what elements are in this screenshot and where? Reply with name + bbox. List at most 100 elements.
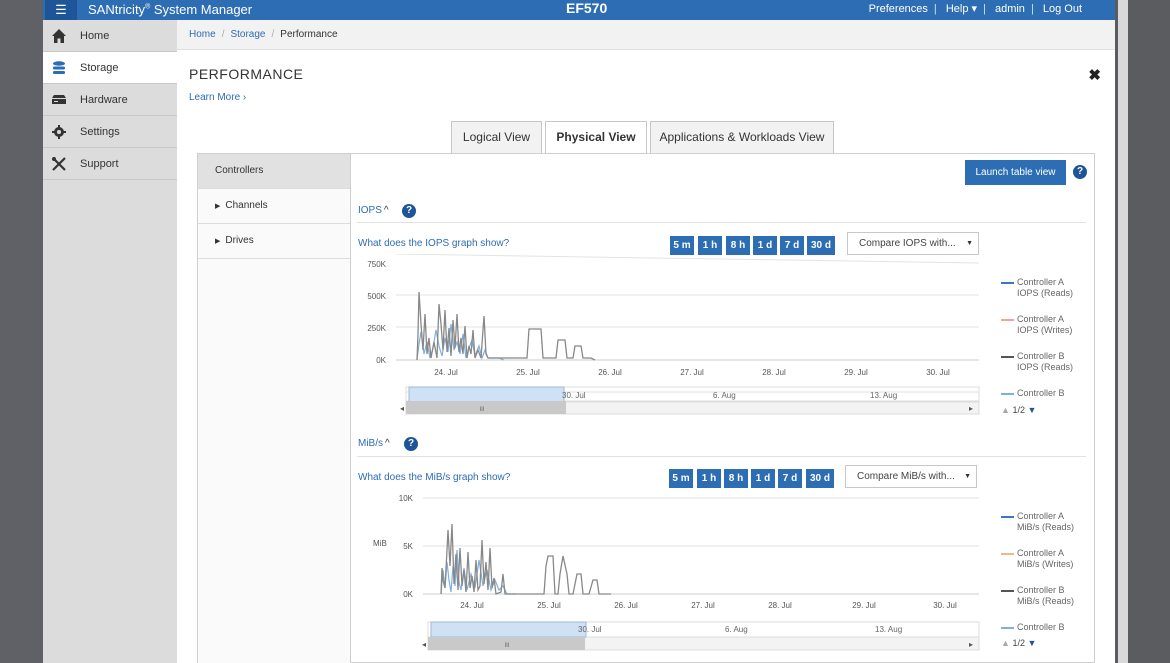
chevron-up-icon[interactable]: ^ <box>383 205 389 216</box>
mibs-header-label: MiB/s <box>358 438 383 449</box>
legend-label: Controller A <box>1017 314 1065 324</box>
legend-item[interactable]: Controller B <box>1001 388 1096 402</box>
legend-item[interactable]: Controller A IOPS (Writes) <box>1001 314 1096 351</box>
preferences-link[interactable]: Preferences <box>868 3 928 15</box>
mibs-legend: Controller A MiB/s (Reads) Controller A Mi… <box>1001 511 1096 636</box>
divider <box>357 222 1086 223</box>
x-tick-label: 29. Jul <box>852 601 876 610</box>
sidebar-item-support[interactable]: Support <box>43 148 177 180</box>
iops-scrollbar-thumb[interactable] <box>406 401 566 414</box>
sidebar-item-settings[interactable]: Settings <box>43 116 177 148</box>
iops-compare-select[interactable]: Compare IOPS with... ▼ <box>847 232 979 255</box>
logout-link[interactable]: Log Out <box>1042 3 1082 15</box>
breadcrumb-storage[interactable]: Storage <box>230 29 266 40</box>
mibs-section-header[interactable]: MiB/s ^ <box>358 438 390 449</box>
caret-right-icon: ▶ <box>215 238 221 245</box>
legend-label: MiB/s (Reads) <box>1017 596 1075 606</box>
scroll-left-arrow-icon[interactable]: ◂ <box>400 404 404 413</box>
legend-label: Controller A <box>1017 511 1065 521</box>
y-tick-label: 500K <box>367 292 386 301</box>
app-window: ☰ SANtricity® System Manager EF570 Prefe… <box>43 0 1115 663</box>
mibs-navigator-selection[interactable] <box>430 621 587 638</box>
range-8h-button[interactable]: 8 h <box>726 236 750 255</box>
mibs-help-icon[interactable]: ? <box>404 437 418 451</box>
range-8h-button[interactable]: 8 h <box>724 469 748 488</box>
range-7d-button[interactable]: 7 d <box>780 236 804 255</box>
y-tick-label: 10K <box>399 494 414 503</box>
range-5m-button[interactable]: 5 m <box>669 469 693 488</box>
iops-help-icon[interactable]: ? <box>402 204 416 218</box>
legend-item[interactable]: Controller A IOPS (Reads) <box>1001 277 1096 314</box>
legend-item[interactable]: Controller A MiB/s (Reads) <box>1001 511 1096 548</box>
range-5m-button[interactable]: 5 m <box>670 236 694 255</box>
help-menu[interactable]: Help ▾ <box>945 3 978 15</box>
legend-item[interactable]: Controller B MiB/s (Reads) <box>1001 585 1096 622</box>
window-frame-right <box>1114 0 1170 663</box>
iops-section-header[interactable]: IOPS ^ <box>358 205 389 216</box>
caret-right-icon: ▶ <box>215 203 221 210</box>
legend-swatch <box>1001 516 1014 518</box>
x-tick-label: 29. Jul <box>844 368 868 377</box>
y-tick-label: 750K <box>367 260 386 269</box>
sidebar-item-label: Hardware <box>80 94 128 106</box>
range-7d-button[interactable]: 7 d <box>778 469 802 488</box>
x-tick-label: 25. Jul <box>516 368 540 377</box>
scroll-right-arrow-icon[interactable]: ▸ <box>969 640 973 649</box>
iops-navigator-selection[interactable] <box>408 386 565 403</box>
scroll-left-arrow-icon[interactable]: ◂ <box>422 640 426 649</box>
range-1d-button[interactable]: 1 d <box>753 236 777 255</box>
tab-applications-workloads-view[interactable]: Applications & Workloads View <box>650 121 834 153</box>
tab-logical-view[interactable]: Logical View <box>451 121 542 153</box>
sidebar-item-hardware[interactable]: Hardware <box>43 84 177 116</box>
legend-label: Controller B <box>1017 388 1065 398</box>
range-30d-button[interactable]: 30 d <box>807 236 835 255</box>
y-tick-label: 0K <box>376 356 386 365</box>
launch-table-view-button[interactable]: Launch table view <box>965 160 1066 185</box>
subnav-item-drives[interactable]: ▶ Drives <box>198 224 350 259</box>
breadcrumb-home[interactable]: Home <box>189 29 216 40</box>
page-scrollbar[interactable] <box>1118 0 1128 663</box>
x-tick-label: 28. Jul <box>768 601 792 610</box>
sidebar-item-storage[interactable]: Storage <box>43 52 177 84</box>
legend-label: Controller B <box>1017 585 1065 595</box>
hamburger-menu-icon[interactable]: ☰ <box>45 0 77 20</box>
user-menu[interactable]: admin <box>994 3 1025 15</box>
separator: | <box>983 3 986 15</box>
legend-label: MiB/s (Reads) <box>1017 522 1075 532</box>
legend-item[interactable]: Controller B IOPS (Reads) <box>1001 351 1096 388</box>
legend-item[interactable]: Controller A MiB/s (Writes) <box>1001 548 1096 585</box>
compare-value: Compare IOPS with... <box>859 238 956 249</box>
range-30d-button[interactable]: 30 d <box>806 469 834 488</box>
legend-swatch <box>1001 356 1014 358</box>
legend-swatch <box>1001 590 1014 592</box>
series-line-controller-b <box>440 549 516 595</box>
mibs-what-link[interactable]: What does the MiB/s graph show? <box>358 472 511 483</box>
sidebar-item-home[interactable]: Home <box>43 20 177 52</box>
close-icon[interactable]: ✖ <box>1088 67 1101 84</box>
gridline <box>395 254 980 264</box>
range-1d-button[interactable]: 1 d <box>751 469 775 488</box>
range-1h-button[interactable]: 1 h <box>697 469 721 488</box>
pager-up-icon[interactable]: ▲ <box>1001 405 1010 415</box>
legend-item[interactable]: Controller B <box>1001 622 1096 636</box>
legend-swatch <box>1001 553 1014 555</box>
pager-down-icon[interactable]: ▼ <box>1027 638 1037 648</box>
iops-what-link[interactable]: What does the IOPS graph show? <box>358 238 510 249</box>
scroll-right-arrow-icon[interactable]: ▸ <box>969 404 973 413</box>
range-1h-button[interactable]: 1 h <box>698 236 722 255</box>
navigator-tick-label: 6. Aug <box>713 391 736 400</box>
subnav-item-controllers[interactable]: Controllers <box>198 154 350 189</box>
y-axis-unit: MiB <box>373 539 387 548</box>
divider <box>357 456 1086 457</box>
learn-more-link[interactable]: Learn More › <box>189 92 247 103</box>
pager-up-icon[interactable]: ▲ <box>1001 638 1010 648</box>
help-icon[interactable]: ? <box>1073 165 1087 179</box>
mibs-compare-select[interactable]: Compare MiB/s with... ▼ <box>845 465 977 488</box>
tab-physical-view[interactable]: Physical View <box>545 121 647 154</box>
chevron-up-icon[interactable]: ^ <box>385 438 390 449</box>
subnav-item-channels[interactable]: ▶ Channels <box>198 189 350 224</box>
mibs-scrollbar-thumb[interactable] <box>428 637 585 650</box>
pager-down-icon[interactable]: ▼ <box>1027 405 1037 415</box>
dropdown-arrow-icon: ▼ <box>966 240 973 247</box>
x-tick-label: 24. Jul <box>434 368 458 377</box>
